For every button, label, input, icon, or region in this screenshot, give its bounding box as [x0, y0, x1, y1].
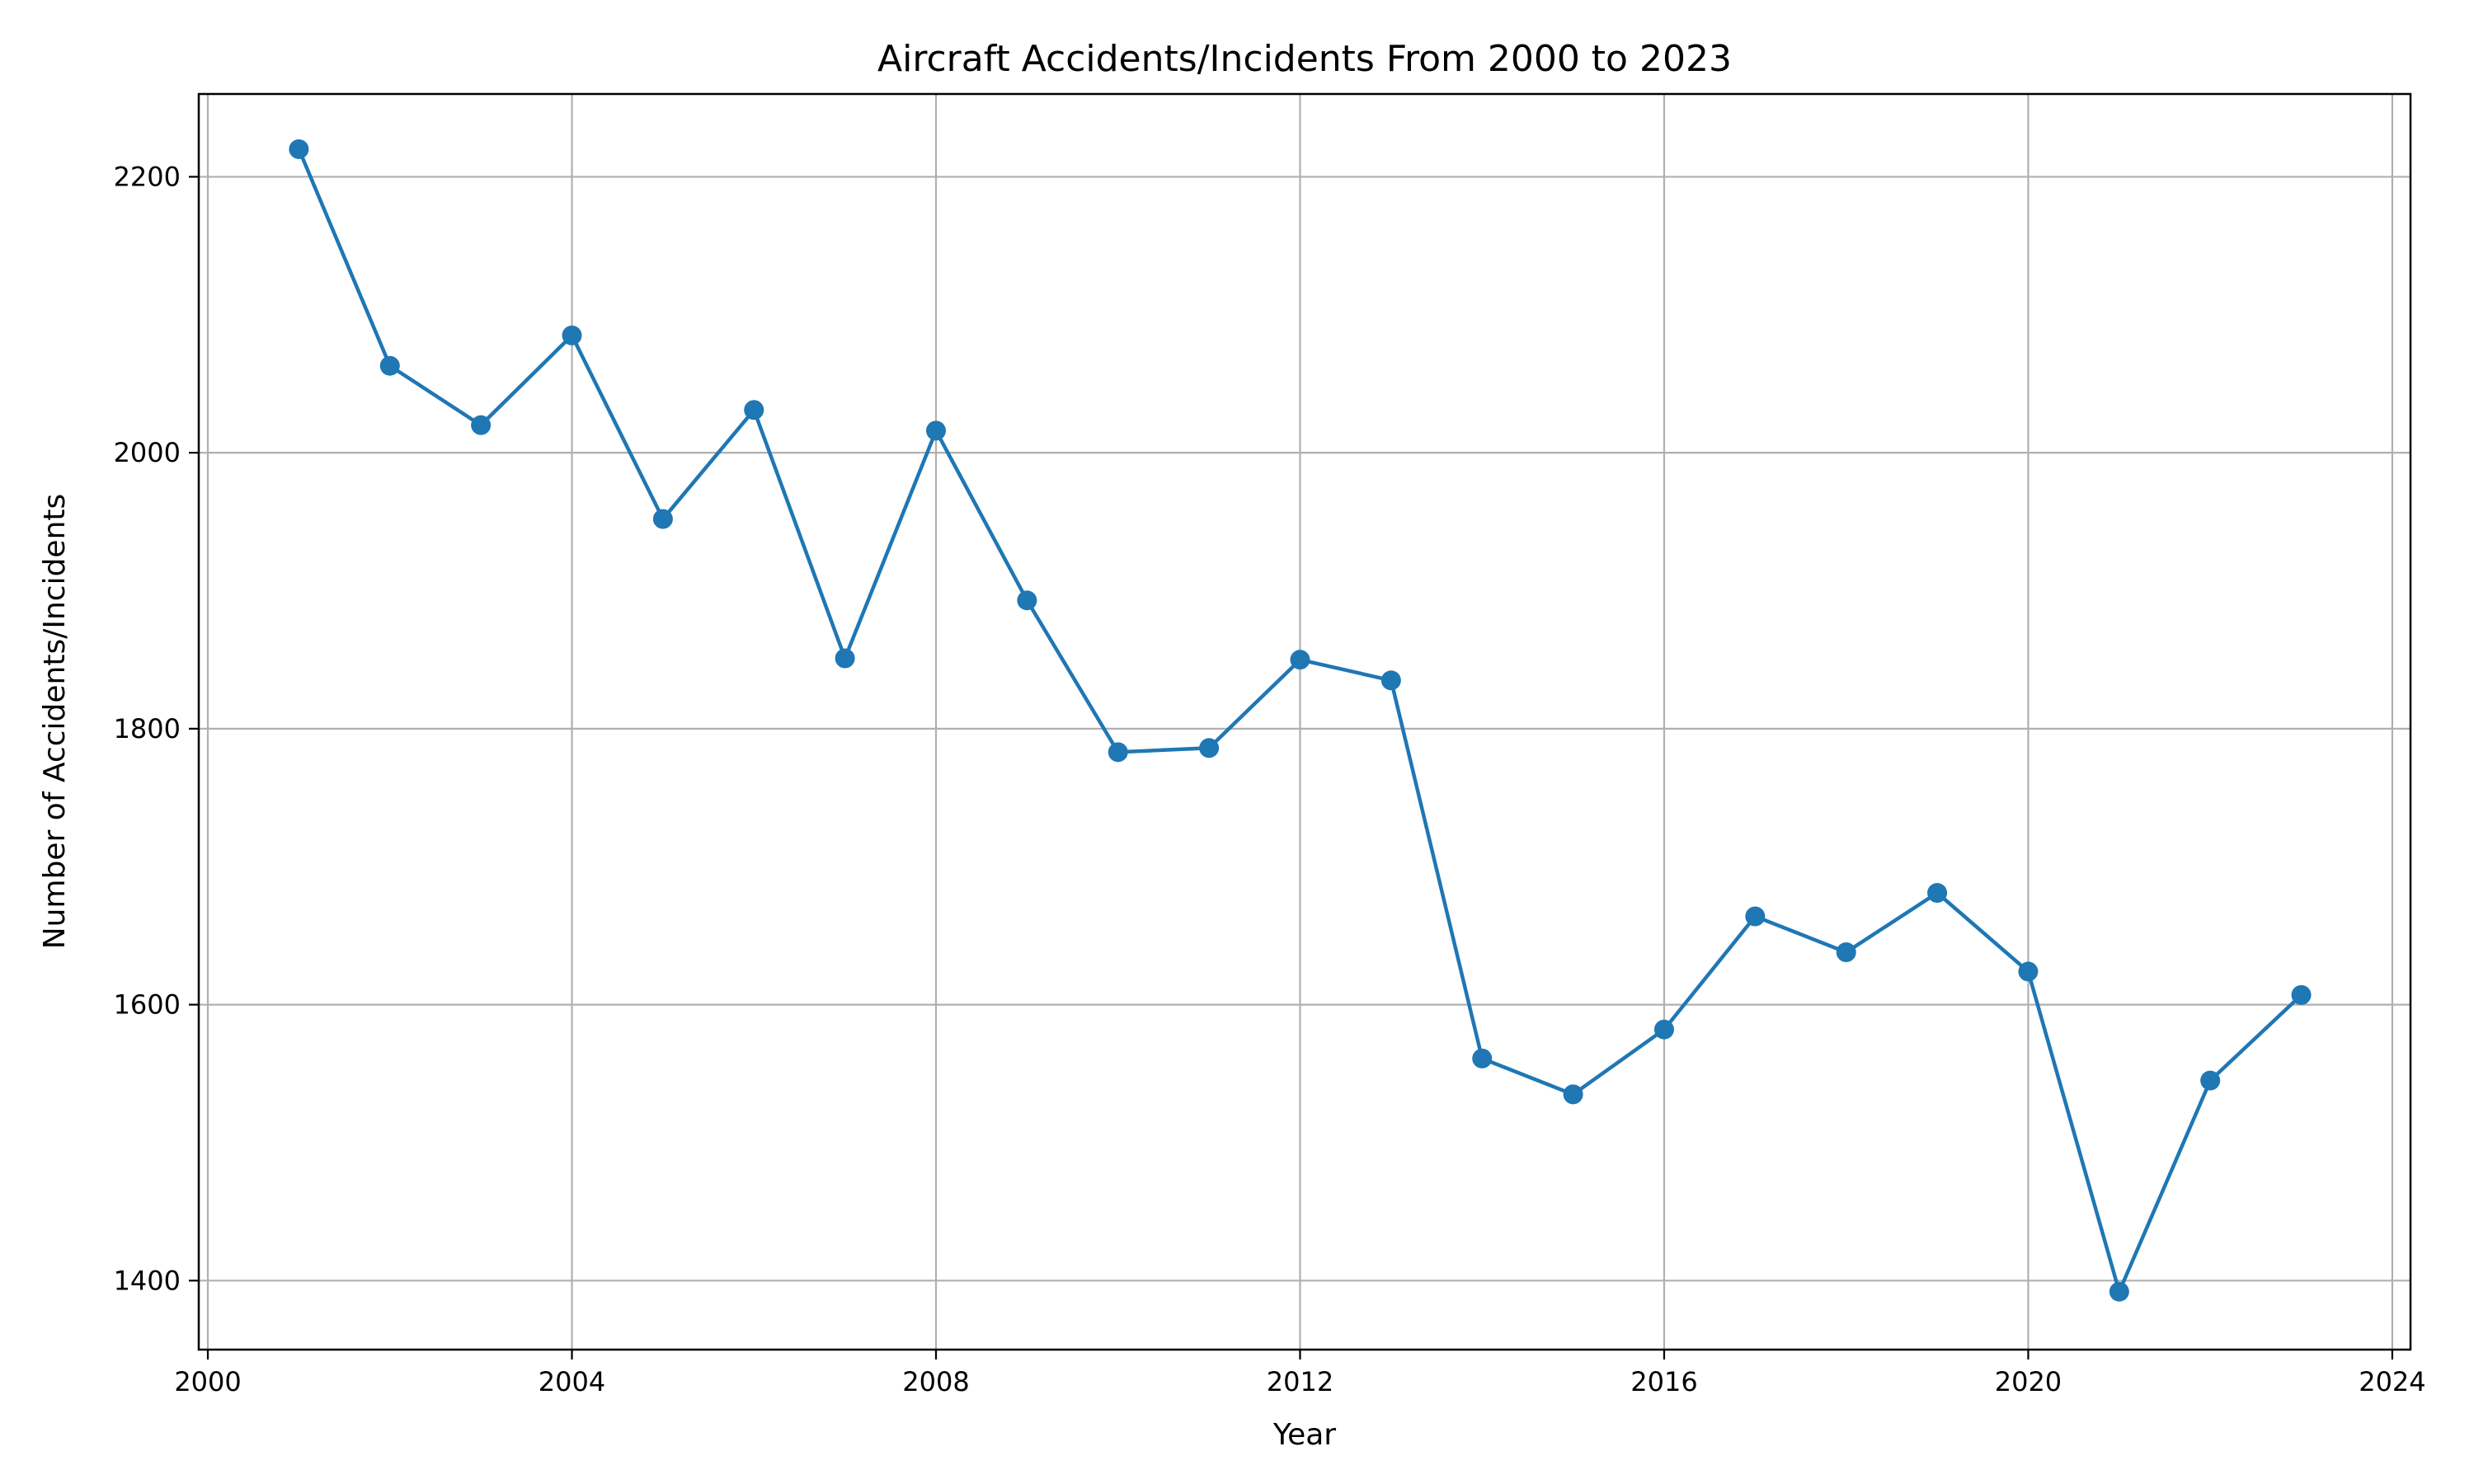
y-tick-label: 2000: [114, 437, 181, 468]
data-point: [1563, 1084, 1583, 1105]
ticks: 2000 2004 2008 2012 2016 2020 2024 1400 1600 1800…: [114, 161, 2426, 1397]
data-point: [471, 415, 492, 435]
data-point: [1653, 1019, 1674, 1040]
data-point: [379, 355, 400, 376]
x-tick-label: 2000: [174, 1366, 241, 1397]
y-tick-label: 1400: [114, 1265, 181, 1296]
y-tick-label: 1800: [114, 713, 181, 744]
data-point: [1472, 1048, 1493, 1068]
plot-frame: [197, 92, 2412, 1351]
grid: [199, 94, 2411, 1350]
data-point: [1290, 650, 1310, 670]
x-tick-label: 2024: [2359, 1366, 2425, 1397]
data-point: [744, 400, 764, 420]
data-point: [2018, 961, 2039, 982]
data-point: [1108, 742, 1128, 763]
x-tick-label: 2016: [1630, 1366, 1697, 1397]
data-point: [835, 648, 855, 669]
data-point: [926, 420, 946, 441]
data-point: [1927, 883, 1948, 904]
x-tick-label: 2004: [539, 1366, 605, 1397]
data-point: [652, 509, 673, 529]
data-point: [1017, 590, 1037, 611]
data-point: [2200, 1070, 2221, 1091]
data-point: [1199, 738, 1220, 758]
y-axis-label: Number of Accidents/Incidents: [38, 494, 72, 950]
data-point: [1380, 670, 1401, 691]
data-point: [2291, 984, 2312, 1005]
data-point: [1745, 906, 1766, 927]
data-point: [289, 139, 309, 159]
x-tick-label: 2012: [1267, 1366, 1333, 1397]
chart-title: Aircraft Accidents/Incidents From 2000 t…: [877, 38, 1732, 80]
data-point: [2109, 1281, 2129, 1302]
x-tick-label: 2020: [1995, 1366, 2062, 1397]
data-point: [562, 325, 582, 345]
y-tick-label: 2200: [114, 161, 181, 192]
x-axis-label: Year: [1272, 1418, 1336, 1452]
y-tick-label: 1600: [114, 989, 181, 1021]
x-tick-label: 2008: [902, 1366, 969, 1397]
series-layer: [289, 139, 2312, 1302]
data-point: [1836, 942, 1856, 962]
